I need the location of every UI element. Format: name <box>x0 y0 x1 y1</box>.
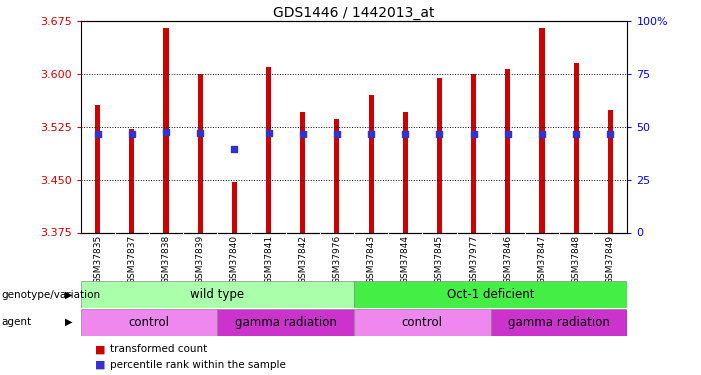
Text: wild type: wild type <box>190 288 245 301</box>
Text: ■: ■ <box>95 344 105 354</box>
Bar <box>266 66 271 232</box>
Text: control: control <box>402 316 443 328</box>
Point <box>126 131 137 137</box>
Bar <box>95 105 100 232</box>
Bar <box>300 112 306 232</box>
Text: GSM37840: GSM37840 <box>230 235 239 284</box>
Text: agent: agent <box>1 317 32 327</box>
Bar <box>402 112 408 232</box>
Text: GSM37976: GSM37976 <box>332 235 341 284</box>
Bar <box>505 69 510 232</box>
Point <box>468 130 479 136</box>
Text: GSM37835: GSM37835 <box>93 235 102 284</box>
Text: control: control <box>128 316 170 328</box>
Point <box>365 130 376 136</box>
Point <box>605 131 616 137</box>
Bar <box>81 309 217 336</box>
Text: GSM37977: GSM37977 <box>469 235 478 284</box>
Point <box>571 130 582 136</box>
Bar <box>369 95 374 232</box>
Bar <box>334 120 339 232</box>
Text: GSM37847: GSM37847 <box>538 235 547 284</box>
Bar <box>539 28 545 233</box>
Bar <box>354 309 491 336</box>
Text: GSM37842: GSM37842 <box>298 235 307 284</box>
Point <box>229 146 240 152</box>
Text: transformed count: transformed count <box>110 344 207 354</box>
Text: GSM37845: GSM37845 <box>435 235 444 284</box>
Point <box>400 130 411 136</box>
Bar <box>471 74 476 232</box>
Text: GSM37843: GSM37843 <box>367 235 376 284</box>
Text: GSM37839: GSM37839 <box>196 235 205 284</box>
Text: GSM37838: GSM37838 <box>161 235 170 284</box>
Point <box>195 130 206 136</box>
Bar <box>573 63 579 232</box>
Point <box>263 130 274 136</box>
Text: genotype/variation: genotype/variation <box>1 290 100 300</box>
Point <box>297 130 308 136</box>
Point <box>434 130 445 136</box>
Text: GSM37846: GSM37846 <box>503 235 512 284</box>
Bar <box>437 78 442 232</box>
Text: GSM37841: GSM37841 <box>264 235 273 284</box>
Text: GSM37849: GSM37849 <box>606 235 615 284</box>
Bar <box>81 281 354 308</box>
Bar <box>608 110 613 232</box>
Point <box>332 131 343 137</box>
Text: ▶: ▶ <box>65 317 72 327</box>
Text: ■: ■ <box>95 360 105 369</box>
Bar <box>163 28 169 233</box>
Point <box>161 129 172 135</box>
Bar <box>354 281 627 308</box>
Bar <box>198 74 203 232</box>
Point <box>92 130 103 136</box>
Bar <box>129 129 135 232</box>
Text: ▶: ▶ <box>65 290 72 300</box>
Bar <box>232 182 237 232</box>
Title: GDS1446 / 1442013_at: GDS1446 / 1442013_at <box>273 6 435 20</box>
Bar <box>217 309 354 336</box>
Text: gamma radiation: gamma radiation <box>508 316 610 328</box>
Text: gamma radiation: gamma radiation <box>235 316 336 328</box>
Text: Oct-1 deficient: Oct-1 deficient <box>447 288 534 301</box>
Point <box>502 130 513 136</box>
Text: percentile rank within the sample: percentile rank within the sample <box>110 360 286 369</box>
Point <box>536 130 547 136</box>
Bar <box>491 309 627 336</box>
Text: GSM37837: GSM37837 <box>128 235 137 284</box>
Text: GSM37844: GSM37844 <box>401 235 410 284</box>
Text: GSM37848: GSM37848 <box>571 235 580 284</box>
